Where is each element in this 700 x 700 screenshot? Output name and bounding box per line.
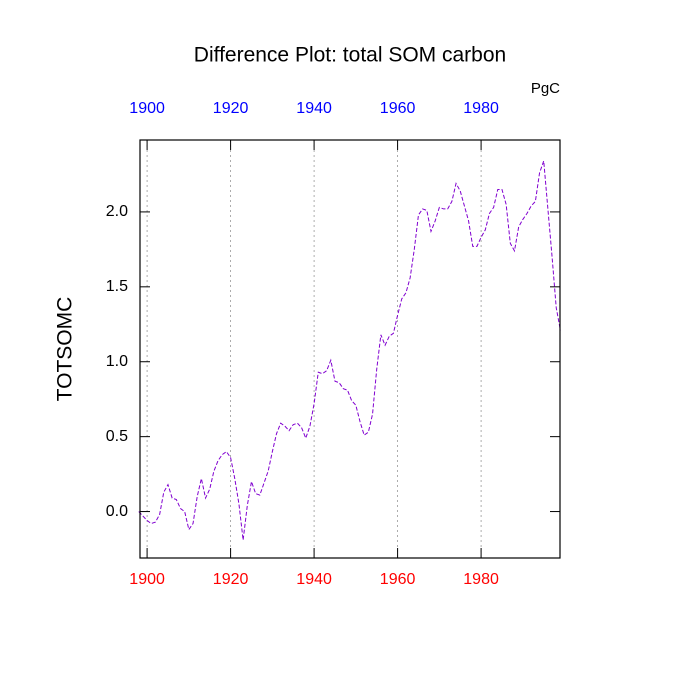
units-label: PgC xyxy=(531,80,560,97)
x-tick-label: 1980 xyxy=(463,571,499,588)
x-top-tick-label: 1920 xyxy=(213,100,249,117)
x-top-tick-label: 1940 xyxy=(296,100,332,117)
x-tick-label: 1960 xyxy=(380,571,416,588)
x-tick-label: 1920 xyxy=(213,571,249,588)
y-tick-label: 1.0 xyxy=(106,353,128,370)
y-tick-label: 2.0 xyxy=(106,203,128,220)
x-top-tick-label: 1900 xyxy=(129,100,165,117)
y-tick-label: 1.5 xyxy=(106,278,128,295)
y-tick-label: 0.5 xyxy=(106,428,128,445)
chart-title: Difference Plot: total SOM carbon xyxy=(194,44,506,67)
x-top-tick-label: 1980 xyxy=(463,100,499,117)
data-line xyxy=(138,160,561,541)
y-tick-label: 0.0 xyxy=(106,503,128,520)
x-tick-label: 1940 xyxy=(296,571,332,588)
x-top-tick-label: 1960 xyxy=(380,100,416,117)
plot-frame xyxy=(139,139,561,559)
x-tick-label: 1900 xyxy=(129,571,165,588)
y-axis-label: TOTSOMC xyxy=(54,297,77,402)
